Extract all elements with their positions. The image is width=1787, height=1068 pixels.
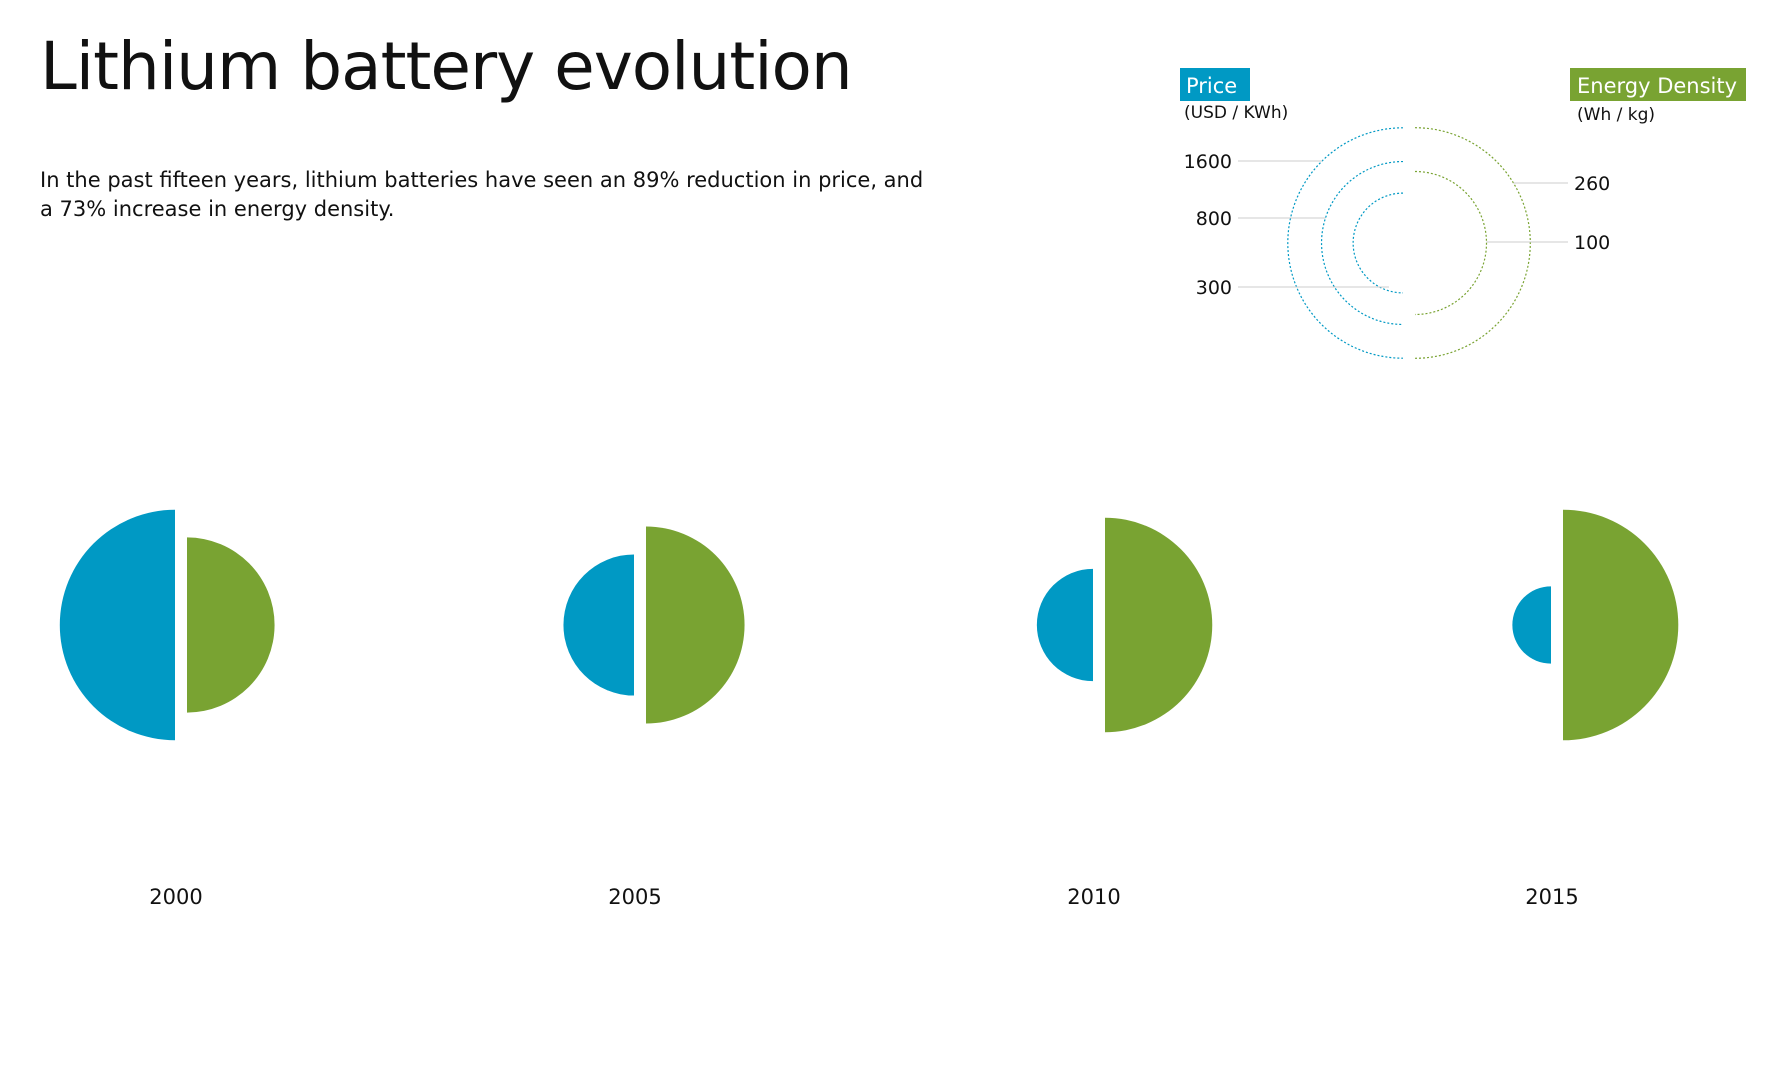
price-key-label: Price <box>1186 74 1237 98</box>
price-half-circle-2005 <box>563 554 634 696</box>
energy-unit-label: (Wh / kg) <box>1577 105 1655 125</box>
energy-half-circle-2000 <box>187 537 275 713</box>
year-group-2015: 2015 <box>1512 509 1679 909</box>
year-label: 2005 <box>608 885 661 909</box>
year-group-2005: 2005 <box>563 526 745 909</box>
legend-price-ring <box>1352 192 1404 294</box>
year-group-2010: 2010 <box>1036 517 1213 909</box>
chart-subtitle: In the past fifteen years, lithium batte… <box>40 168 924 221</box>
energy-key-background <box>1570 68 1746 101</box>
energy-half-circle-2010 <box>1105 517 1213 733</box>
year-label: 2000 <box>149 885 202 909</box>
chart-title: Lithium battery evolution <box>40 28 853 105</box>
price-half-circle-2010 <box>1036 568 1093 682</box>
energy-key-label: Energy Density <box>1577 74 1737 98</box>
year-group-2000: 2000 <box>59 509 275 909</box>
price-key-background <box>1180 68 1250 101</box>
legend: Price (USD / KWh) Energy Density (Wh / k… <box>1180 68 1746 359</box>
legend-price-ring <box>1287 127 1404 359</box>
price-unit-label: (USD / KWh) <box>1184 103 1288 123</box>
energy-half-circle-2015 <box>1563 509 1679 741</box>
legend-price-tick-label: 800 <box>1196 208 1232 230</box>
price-half-circle-2015 <box>1512 586 1551 664</box>
legend-energy-ring <box>1414 170 1488 316</box>
legend-price-tick-label: 300 <box>1196 277 1232 299</box>
legend-energy-ring <box>1414 127 1531 359</box>
legend-energy-tick-label: 100 <box>1574 232 1610 254</box>
price-half-circle-2000 <box>59 509 176 741</box>
year-label: 2015 <box>1525 885 1578 909</box>
legend-price-tick-label: 1600 <box>1184 151 1232 173</box>
energy-half-circle-2005 <box>646 526 745 724</box>
legend-price-ring <box>1321 160 1404 326</box>
legend-energy-tick-label: 260 <box>1574 173 1610 195</box>
year-label: 2010 <box>1067 885 1120 909</box>
